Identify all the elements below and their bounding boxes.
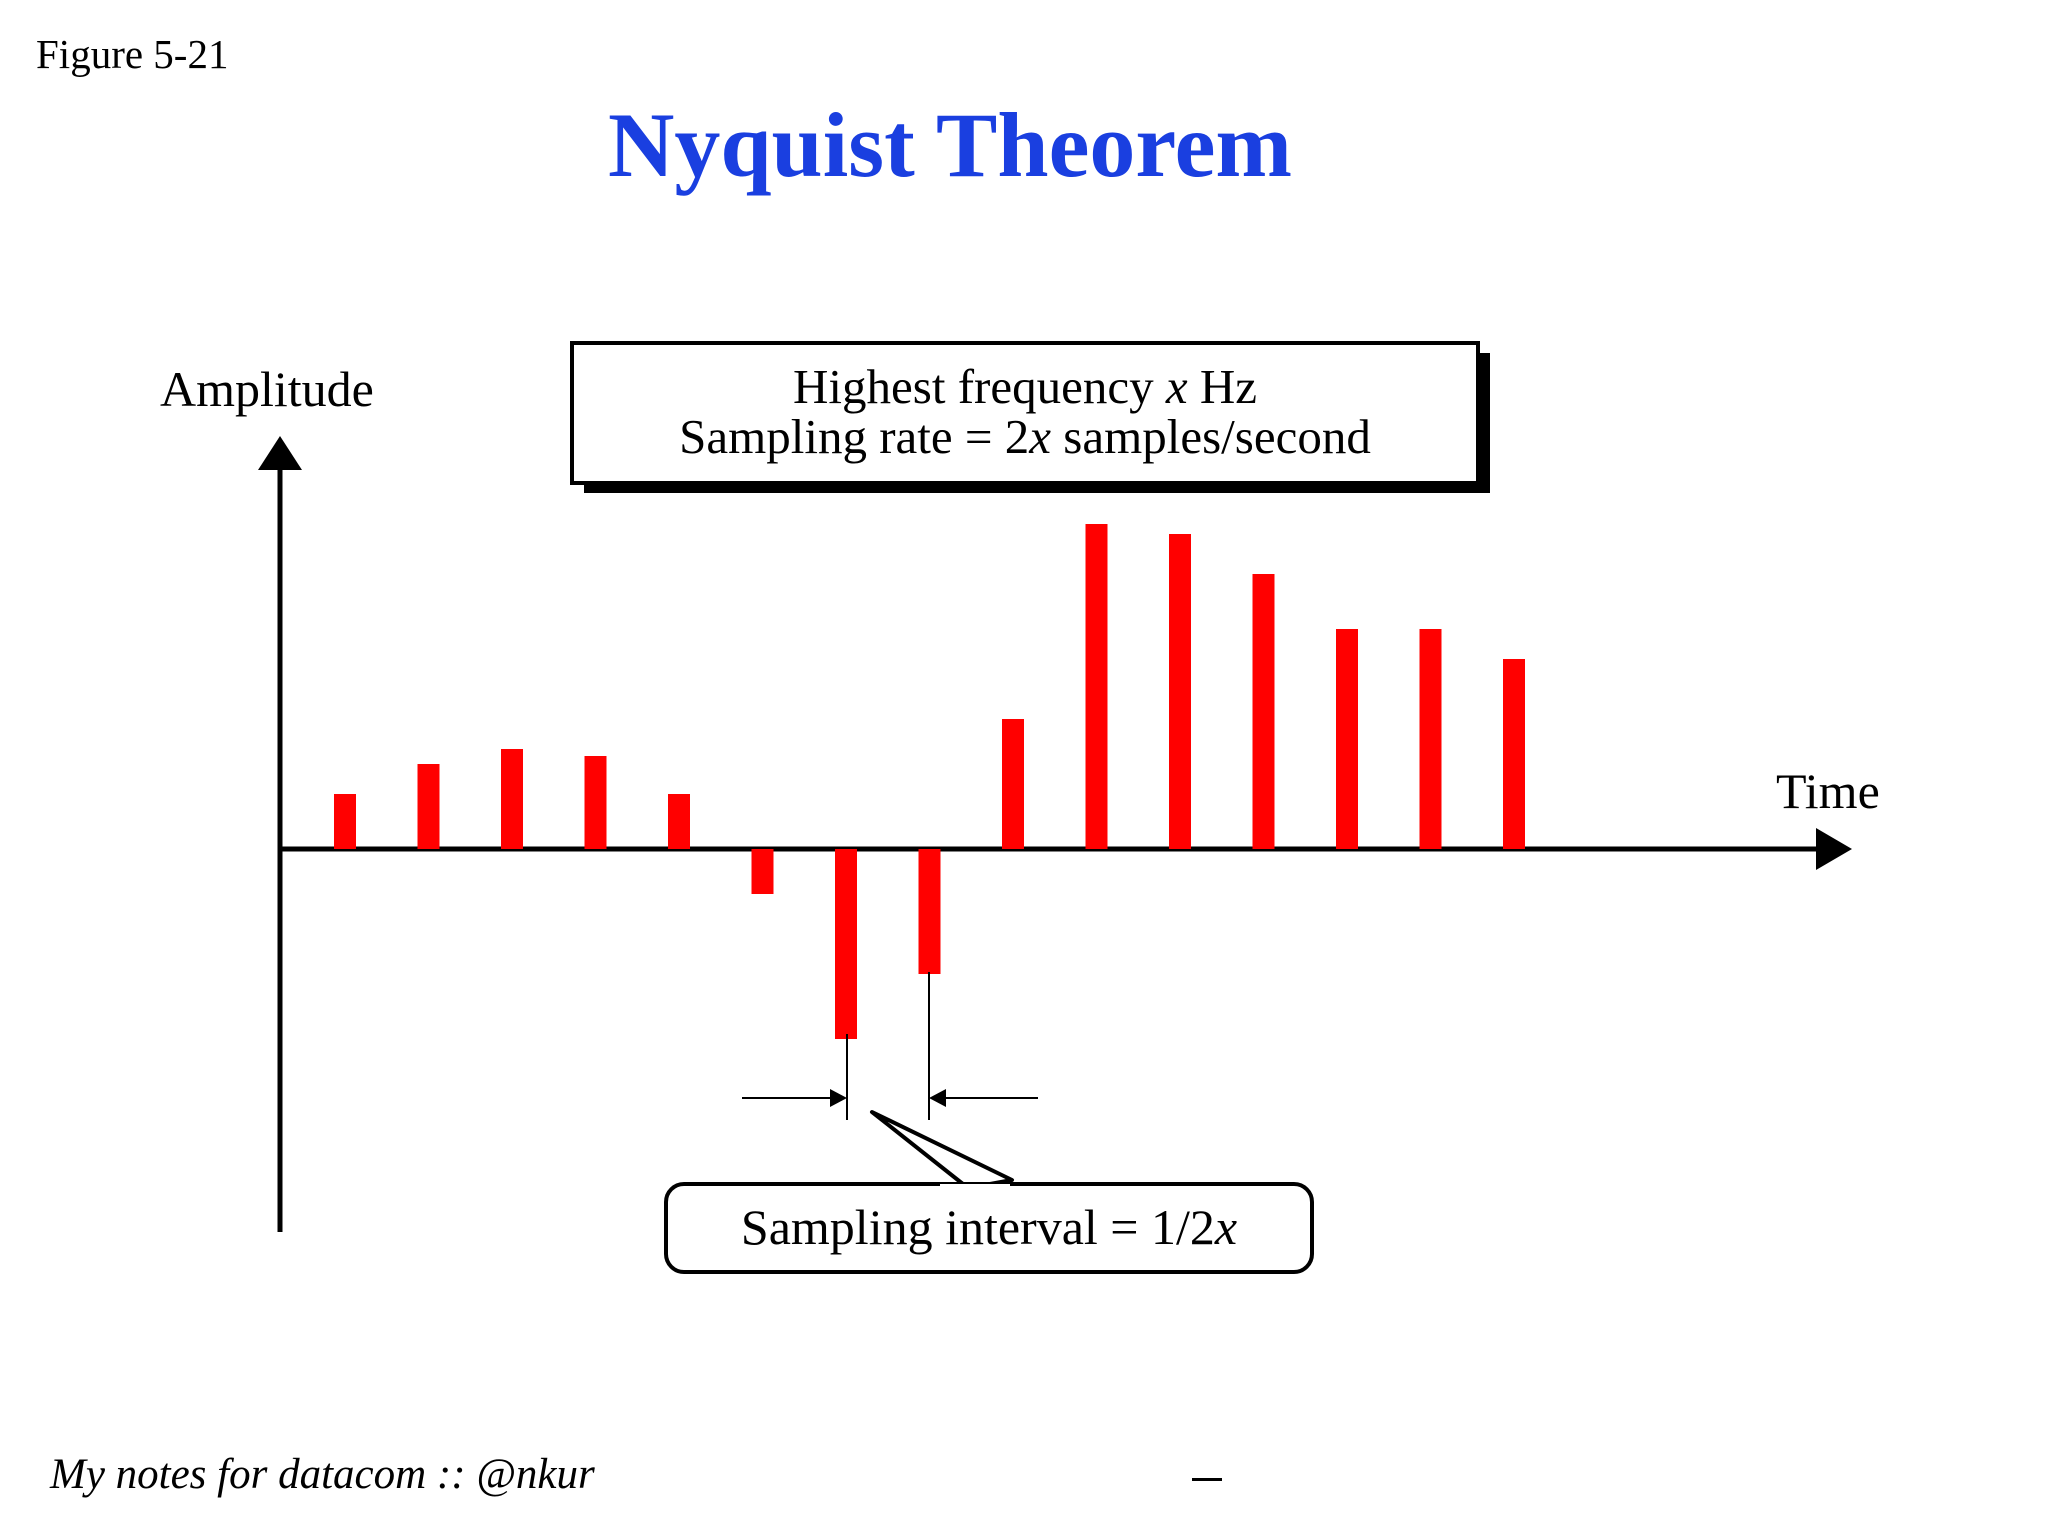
- info-box-frequency-line: Highest frequency x Hz: [793, 359, 1257, 414]
- footer-dash: [1192, 1478, 1222, 1481]
- sample-bar: [751, 849, 774, 894]
- interval-var: x: [1214, 1199, 1237, 1255]
- info-box-rate-line: Sampling rate = 2x samples/second: [679, 409, 1371, 464]
- sample-bar: [918, 849, 941, 974]
- callout-pointer: [870, 1110, 1014, 1190]
- sample-bar: [668, 794, 690, 849]
- interval-arrow-left-icon: [830, 1089, 847, 1107]
- sample-bar: [501, 749, 523, 849]
- info-box: [570, 341, 1480, 485]
- rate-text: Sampling rate = 2: [679, 409, 1029, 464]
- sample-bar: [1419, 629, 1442, 849]
- sample-bar: [1336, 629, 1358, 849]
- amplitude-axis-label: Amplitude: [160, 361, 374, 417]
- rate-var: x: [1028, 409, 1051, 464]
- sample-bar: [1503, 659, 1525, 849]
- time-arrowhead-icon: [1816, 828, 1852, 870]
- frequency-text: Highest frequency: [793, 359, 1166, 414]
- sample-bar: [417, 764, 440, 849]
- sample-bar: [584, 756, 607, 849]
- frequency-var: x: [1165, 359, 1188, 414]
- frequency-unit: Hz: [1188, 359, 1257, 414]
- page-title: Nyquist Theorem: [607, 94, 1293, 196]
- sample-bar: [334, 794, 356, 849]
- interval-callout-label: Sampling interval = 1/2x: [741, 1199, 1237, 1255]
- sample-bar: [1085, 524, 1108, 849]
- rate-unit: samples/second: [1051, 409, 1371, 464]
- time-axis-label: Time: [1776, 763, 1880, 819]
- interval-text: Sampling interval = 1/2: [741, 1199, 1215, 1255]
- interval-arrow-right-icon: [929, 1089, 946, 1107]
- sample-bar: [1252, 574, 1275, 849]
- sample-bar: [1169, 534, 1191, 849]
- footer-note: My notes for datacom :: @nkur: [50, 1451, 595, 1498]
- sample-bars: [334, 524, 1525, 1039]
- amplitude-arrowhead-icon: [258, 436, 302, 470]
- figure-label: Figure 5-21: [36, 31, 229, 77]
- sample-bar: [835, 849, 857, 1039]
- sample-bar: [1002, 719, 1024, 849]
